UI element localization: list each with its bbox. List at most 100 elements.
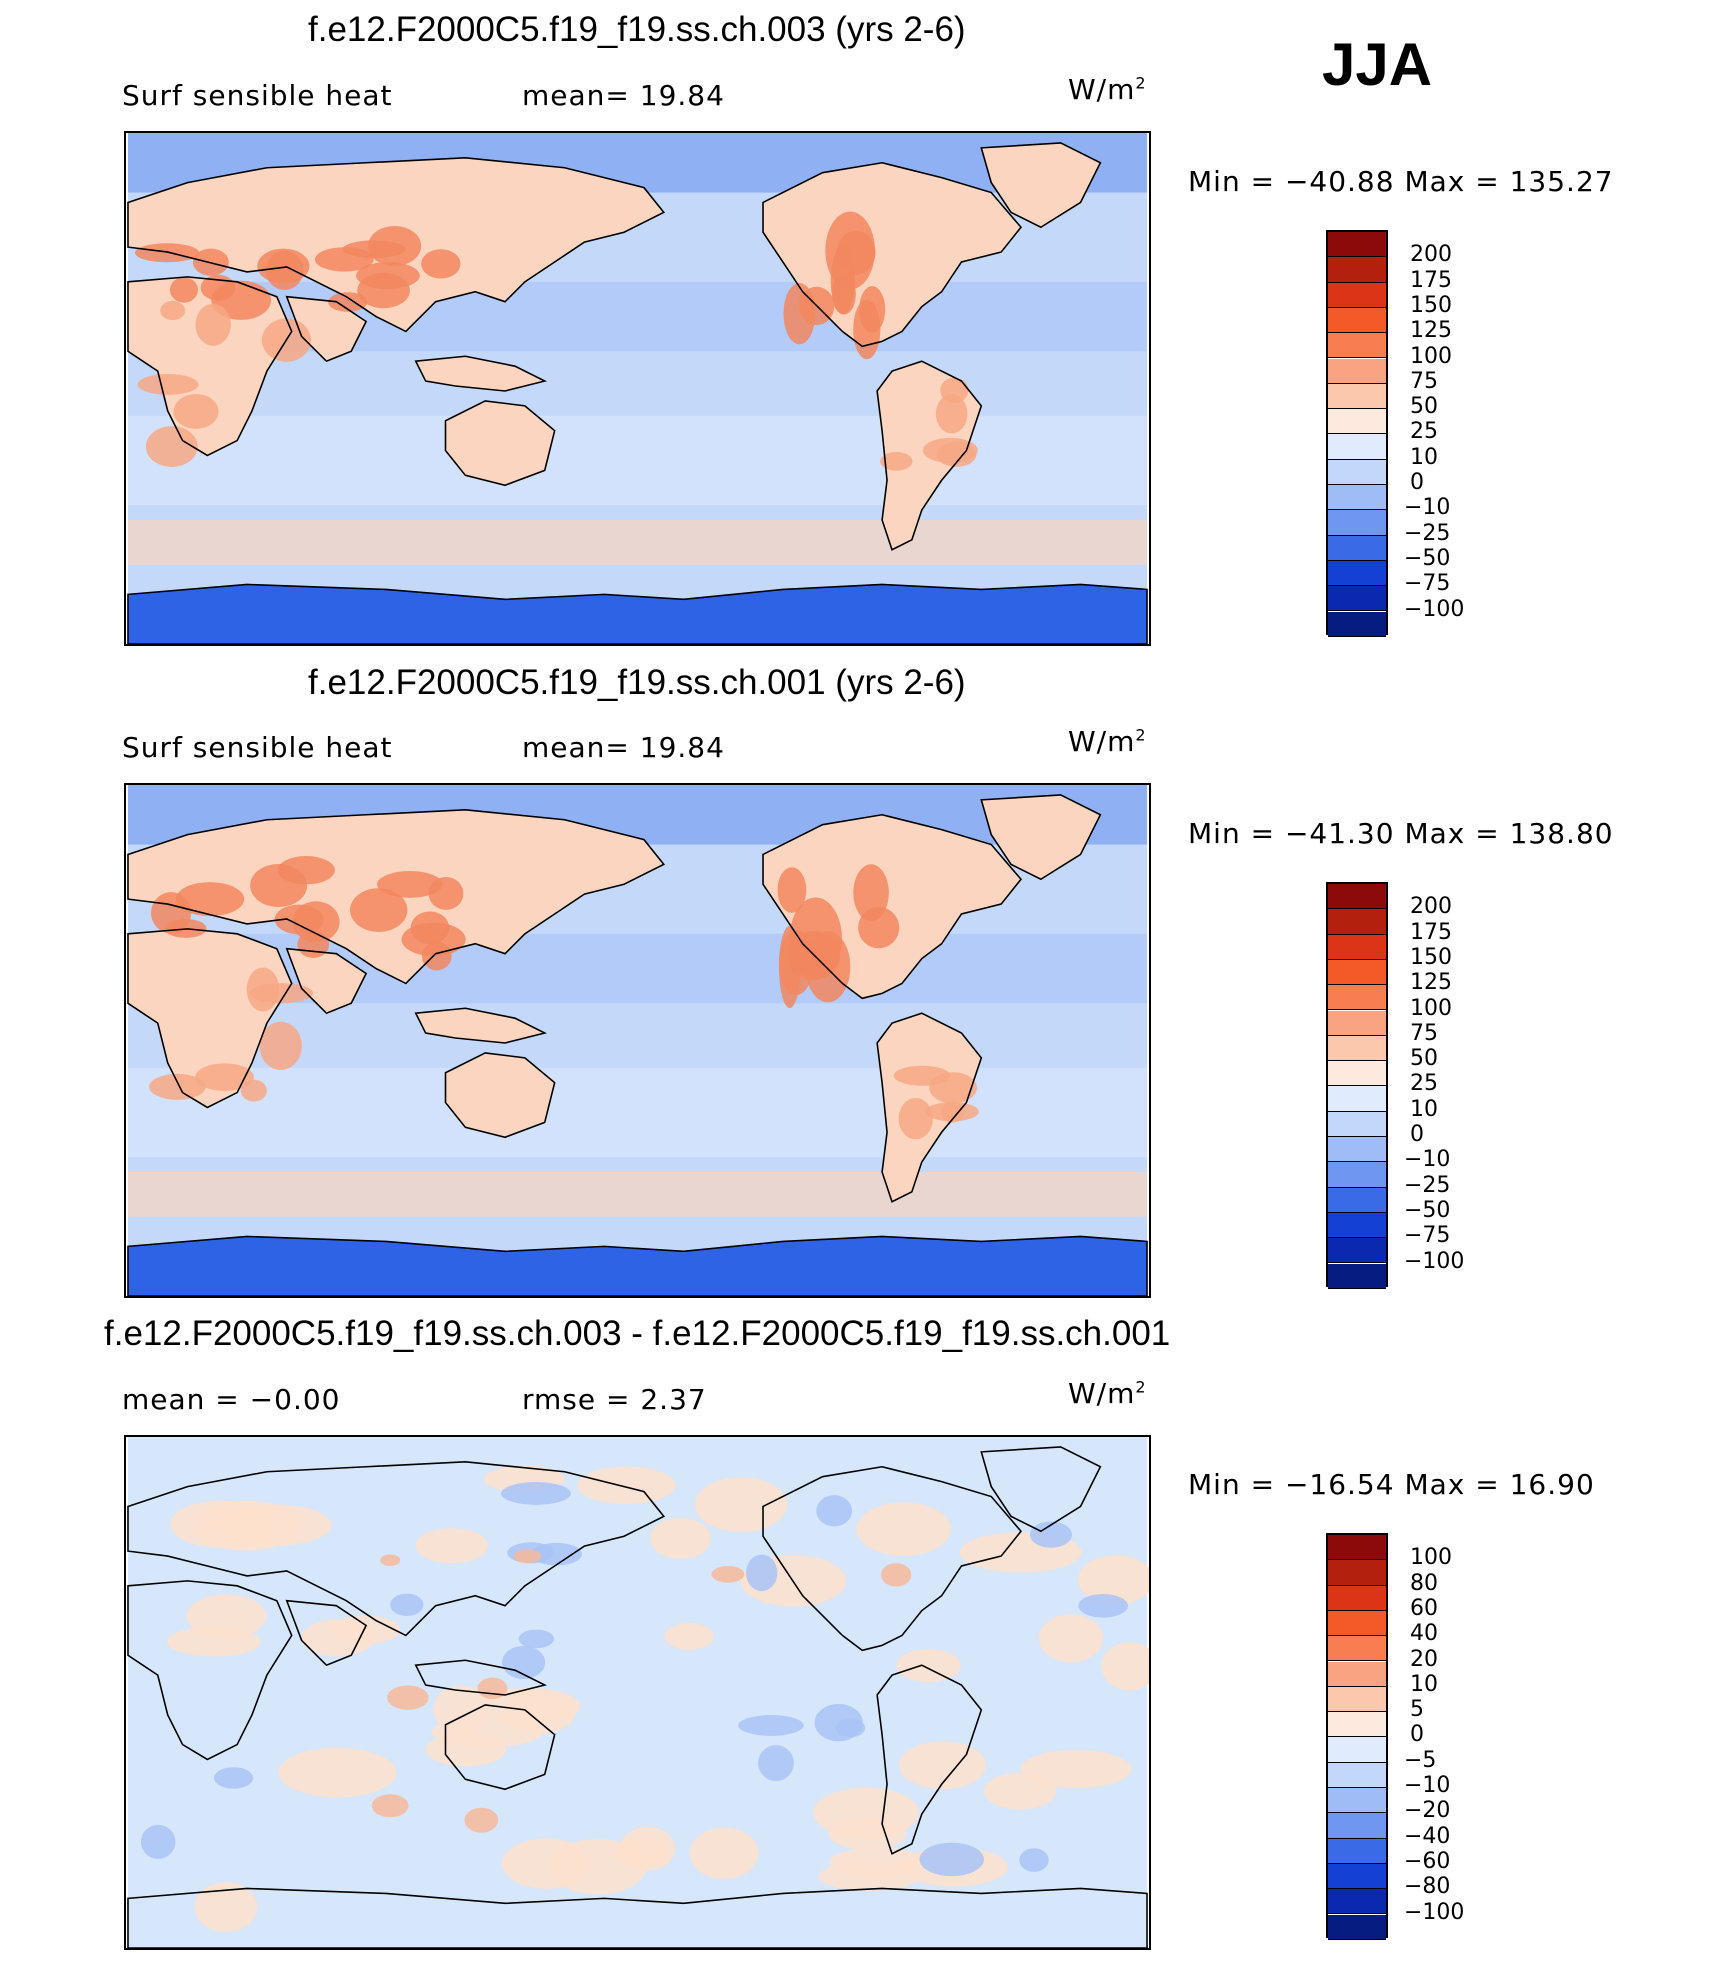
colorbar-swatch	[1328, 1263, 1386, 1289]
colorbar-tick-label: −75	[1404, 1223, 1451, 1249]
colorbar-swatches	[1326, 1533, 1388, 1940]
colorbar-swatch	[1328, 232, 1386, 258]
mean-label: mean= 19.84	[522, 731, 725, 764]
diff-mean-label: mean = −0.00	[122, 1383, 341, 1416]
colorbar-swatch	[1328, 383, 1386, 410]
colorbar-tick-label: 50	[1410, 1046, 1438, 1072]
colorbar-tick-label: 80	[1410, 1570, 1438, 1596]
colorbar-swatch	[1328, 1010, 1386, 1036]
colorbar-tick-label: 125	[1410, 970, 1452, 996]
colorbar-tick-label: 150	[1410, 292, 1452, 318]
colorbar-tick-label: 125	[1410, 318, 1452, 344]
colorbar-tick-label: 200	[1410, 242, 1452, 268]
colorbar-tick-label: 20	[1410, 1646, 1438, 1672]
colorbar-swatch	[1328, 409, 1386, 435]
colorbar-tick-label: −10	[1404, 495, 1451, 521]
colorbar-swatch	[1328, 1111, 1386, 1137]
units-label: W/m2	[1068, 73, 1147, 106]
colorbar-swatch	[1328, 1762, 1386, 1788]
colorbar-tick-label: −20	[1404, 1798, 1451, 1824]
colorbar-swatch	[1328, 1686, 1386, 1713]
colorbar-tick-label: 75	[1410, 1020, 1438, 1046]
colorbar-swatch	[1328, 282, 1386, 308]
colorbar-swatch	[1328, 1212, 1386, 1239]
colorbar-swatch	[1328, 1863, 1386, 1890]
colorbar-tick-label: 0	[1410, 1122, 1424, 1147]
colorbar-tick-label: 100	[1410, 995, 1452, 1021]
colorbar-tick-label: −5	[1404, 1747, 1437, 1773]
colorbar-tick-label: −100	[1404, 1899, 1465, 1925]
colorbar-swatches	[1326, 230, 1388, 637]
colorbar-swatch	[1328, 1162, 1386, 1188]
units-label: W/m2	[1068, 1377, 1147, 1410]
world-map	[124, 783, 1151, 1298]
colorbar-tick-label: −25	[1404, 520, 1451, 546]
colorbar-tick-label: 40	[1410, 1621, 1438, 1647]
colorbar-tick-label: 200	[1410, 894, 1452, 920]
panel-title: f.e12.F2000C5.f19_f19.ss.ch.003 - f.e12.…	[104, 1314, 1171, 1353]
colorbar-swatch	[1328, 1712, 1386, 1738]
colorbar-swatch	[1328, 1661, 1386, 1687]
colorbar-swatch	[1328, 884, 1386, 910]
rmse-label: rmse = 2.37	[522, 1383, 707, 1416]
colorbar-tick-label: −60	[1404, 1848, 1451, 1874]
colorbar-swatch	[1328, 1737, 1386, 1763]
colorbar-swatch	[1328, 1238, 1386, 1264]
colorbar-tick-label: −10	[1404, 1773, 1451, 1798]
colorbar-swatch	[1328, 485, 1386, 511]
colorbar-swatches	[1326, 882, 1388, 1289]
colorbar-swatch	[1328, 434, 1386, 460]
colorbar-tick-label: 150	[1410, 944, 1452, 970]
colorbar-swatch	[1328, 1788, 1386, 1814]
min-max-label: Min = −16.54 Max = 16.90	[1188, 1468, 1595, 1501]
colorbar-tick-label: −50	[1404, 545, 1451, 571]
variable-label: Surf sensible heat	[122, 731, 393, 764]
colorbar-swatch	[1328, 1838, 1386, 1864]
colorbar-swatch	[1328, 586, 1386, 612]
colorbar-swatch	[1328, 358, 1386, 384]
colorbar-swatch	[1328, 560, 1386, 587]
mean-label: mean= 19.84	[522, 79, 725, 112]
colorbar-swatch	[1328, 1035, 1386, 1062]
colorbar-swatch	[1328, 1187, 1386, 1213]
colorbar-tick-label: 0	[1410, 1722, 1424, 1748]
colorbar-swatch	[1328, 333, 1386, 359]
min-max-label: Min = −40.88 Max = 135.27	[1188, 165, 1614, 198]
variable-label: Surf sensible heat	[122, 79, 393, 112]
colorbar-swatch	[1328, 459, 1386, 485]
colorbar-tick-label: 175	[1410, 267, 1452, 293]
colorbar-swatch	[1328, 1914, 1386, 1940]
world-map	[124, 131, 1151, 646]
colorbar-swatch	[1328, 1061, 1386, 1087]
colorbar-tick-label: −50	[1404, 1197, 1451, 1223]
colorbar-swatch	[1328, 985, 1386, 1011]
colorbar-tick-label: −100	[1404, 1248, 1465, 1274]
colorbar-swatch	[1328, 307, 1386, 334]
colorbar-swatch	[1328, 535, 1386, 561]
colorbar-swatch	[1328, 1610, 1386, 1637]
colorbar-tick-label: 5	[1410, 1697, 1424, 1723]
panel-title: f.e12.F2000C5.f19_f19.ss.ch.003 (yrs 2-6…	[308, 10, 966, 49]
colorbar-tick-label: 25	[1410, 1071, 1438, 1097]
colorbar-tick-label: −100	[1404, 596, 1465, 622]
colorbar-tick-label: 0	[1410, 470, 1424, 495]
colorbar-tick-label: −40	[1404, 1823, 1451, 1849]
min-max-label: Min = −41.30 Max = 138.80	[1188, 817, 1614, 850]
colorbar-tick-label: 10	[1410, 1096, 1438, 1122]
colorbar-tick-label: 10	[1410, 444, 1438, 470]
colorbar-swatch	[1328, 611, 1386, 637]
colorbar-swatch	[1328, 909, 1386, 935]
colorbar-tick-label: 25	[1410, 419, 1438, 445]
world-map	[124, 1435, 1151, 1950]
colorbar-tick-label: 175	[1410, 919, 1452, 945]
colorbar-swatch	[1328, 1889, 1386, 1915]
colorbar-tick-label: −75	[1404, 571, 1451, 597]
colorbar-swatch	[1328, 510, 1386, 536]
colorbar-tick-label: 75	[1410, 368, 1438, 394]
colorbar-swatch	[1328, 1535, 1386, 1561]
colorbar-tick-label: −10	[1404, 1147, 1451, 1173]
colorbar-swatch	[1328, 934, 1386, 960]
colorbar-swatch	[1328, 257, 1386, 283]
colorbar-tick-label: −80	[1404, 1874, 1451, 1900]
colorbar-tick-label: 60	[1410, 1595, 1438, 1621]
